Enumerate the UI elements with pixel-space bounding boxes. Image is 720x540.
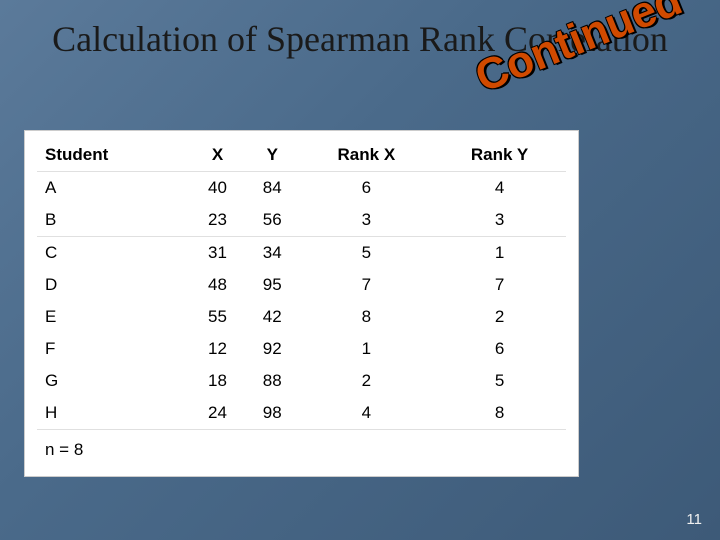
col-student: Student [37, 139, 190, 172]
cell-student: D [37, 269, 190, 301]
col-y: Y [245, 139, 300, 172]
cell-rankx: 8 [300, 301, 434, 333]
table-row: A 40 84 6 4 [37, 172, 566, 205]
data-table: Student X Y Rank X Rank Y A 40 84 6 4 B [37, 139, 566, 466]
cell-x: 48 [190, 269, 245, 301]
cell-student: C [37, 237, 190, 270]
cell-rankx: 4 [300, 397, 434, 430]
cell-rankx: 3 [300, 204, 434, 237]
cell-rankx: 6 [300, 172, 434, 205]
page-number: 11 [686, 511, 702, 528]
table-row: E 55 42 8 2 [37, 301, 566, 333]
cell-rankx: 7 [300, 269, 434, 301]
cell-ranky: 2 [433, 301, 566, 333]
col-x: X [190, 139, 245, 172]
table-row: D 48 95 7 7 [37, 269, 566, 301]
cell-x: 24 [190, 397, 245, 430]
cell-ranky: 6 [433, 333, 566, 365]
cell-student: B [37, 204, 190, 237]
table-footer-row: n = 8 [37, 430, 566, 467]
cell-x: 31 [190, 237, 245, 270]
cell-ranky: 1 [433, 237, 566, 270]
slide: Calculation of Spearman Rank Correlation… [0, 0, 720, 540]
cell-y: 95 [245, 269, 300, 301]
cell-ranky: 3 [433, 204, 566, 237]
cell-x: 55 [190, 301, 245, 333]
table-row: B 23 56 3 3 [37, 204, 566, 237]
table-header-row: Student X Y Rank X Rank Y [37, 139, 566, 172]
col-rank-x: Rank X [300, 139, 434, 172]
cell-student: G [37, 365, 190, 397]
table-row: H 24 98 4 8 [37, 397, 566, 430]
data-table-container: Student X Y Rank X Rank Y A 40 84 6 4 B [24, 130, 579, 477]
table-body: A 40 84 6 4 B 23 56 3 3 C 31 34 5 [37, 172, 566, 467]
cell-x: 23 [190, 204, 245, 237]
table-row: F 12 92 1 6 [37, 333, 566, 365]
cell-x: 18 [190, 365, 245, 397]
cell-y: 98 [245, 397, 300, 430]
cell-student: A [37, 172, 190, 205]
cell-rankx: 2 [300, 365, 434, 397]
cell-ranky: 7 [433, 269, 566, 301]
cell-y: 88 [245, 365, 300, 397]
cell-rankx: 5 [300, 237, 434, 270]
cell-student: F [37, 333, 190, 365]
cell-y: 56 [245, 204, 300, 237]
cell-ranky: 4 [433, 172, 566, 205]
cell-x: 12 [190, 333, 245, 365]
cell-student: E [37, 301, 190, 333]
cell-y: 92 [245, 333, 300, 365]
cell-ranky: 8 [433, 397, 566, 430]
col-rank-y: Rank Y [433, 139, 566, 172]
table-row: G 18 88 2 5 [37, 365, 566, 397]
cell-y: 42 [245, 301, 300, 333]
cell-y: 84 [245, 172, 300, 205]
table-row: C 31 34 5 1 [37, 237, 566, 270]
table-footer: n = 8 [37, 430, 566, 467]
cell-y: 34 [245, 237, 300, 270]
cell-rankx: 1 [300, 333, 434, 365]
cell-x: 40 [190, 172, 245, 205]
cell-student: H [37, 397, 190, 430]
cell-ranky: 5 [433, 365, 566, 397]
